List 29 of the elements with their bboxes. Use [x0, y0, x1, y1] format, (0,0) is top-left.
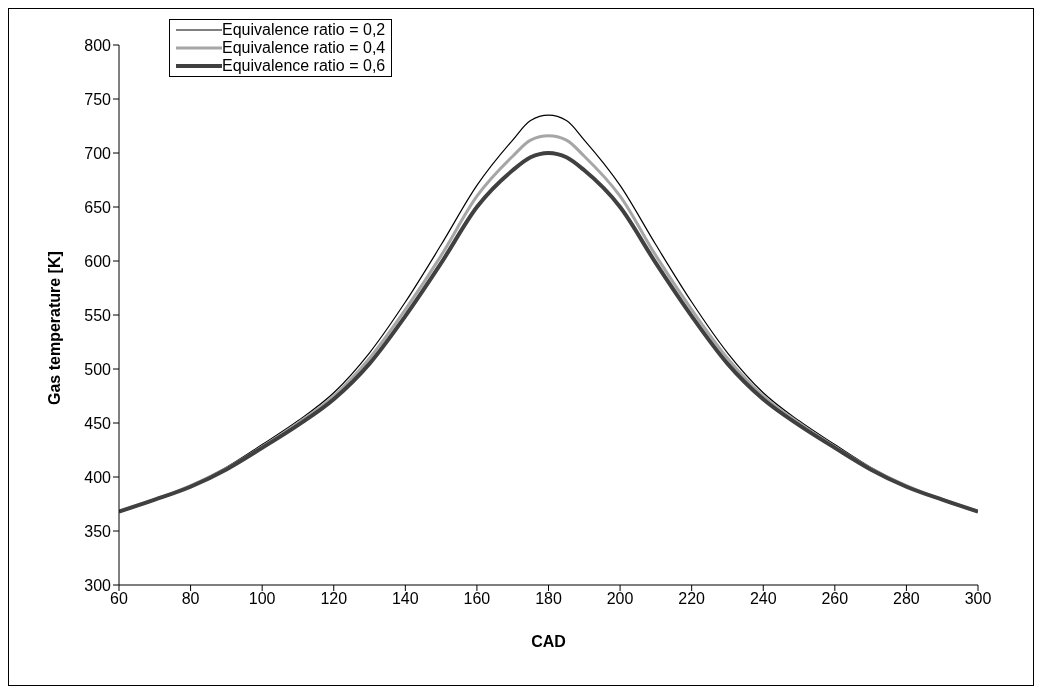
x-tick-label: 60: [110, 590, 128, 608]
y-tick-label: 400: [84, 468, 112, 486]
x-tick-label: 300: [964, 590, 992, 608]
y-tick-label: 350: [84, 522, 112, 540]
y-tick-label: 300: [84, 576, 112, 594]
x-tick-label: 280: [893, 590, 920, 608]
x-tick-label: 260: [821, 590, 849, 608]
x-tick-label: 240: [749, 590, 777, 608]
x-axis-title: CAD: [531, 633, 566, 650]
legend-label: Equivalence ratio = 0,2: [222, 21, 386, 39]
x-tick-label: 100: [248, 590, 276, 608]
y-tick-label: 700: [84, 144, 112, 162]
legend-label: Equivalence ratio = 0,6: [222, 57, 386, 75]
x-tick-label: 220: [678, 590, 706, 608]
y-tick-label: 750: [84, 90, 112, 108]
x-tick-label: 180: [535, 590, 562, 608]
y-tick-label: 600: [84, 252, 112, 270]
y-tick-label: 550: [84, 306, 112, 324]
legend-label: Equivalence ratio = 0,4: [222, 39, 386, 57]
x-tick-label: 80: [181, 590, 200, 608]
x-tick-label: 140: [391, 590, 419, 608]
y-tick-label: 800: [84, 36, 112, 54]
y-tick-label: 500: [84, 360, 112, 378]
x-tick-label: 120: [320, 590, 348, 608]
x-tick-label: 160: [463, 590, 491, 608]
y-tick-label: 450: [84, 414, 112, 432]
x-tick-label: 200: [606, 590, 634, 608]
y-tick-label: 650: [84, 198, 112, 216]
y-axis-title: Gas temperature [K]: [45, 251, 63, 405]
